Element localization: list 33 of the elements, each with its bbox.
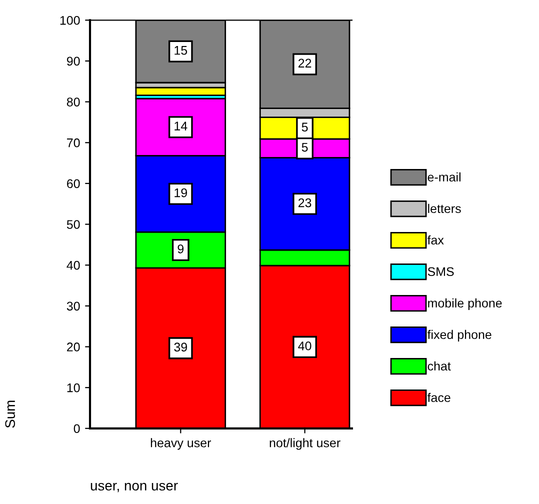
data-label: 15	[174, 46, 188, 55]
y-tick-label: 0	[74, 424, 80, 434]
legend-label: mobile phone	[428, 298, 502, 310]
legend-label: e-mail	[428, 172, 460, 182]
data-label: 9	[178, 244, 184, 254]
data-label: 40	[298, 341, 312, 350]
legend-label: SMS	[428, 267, 454, 276]
y-tick-label: 70	[67, 138, 80, 148]
data-label: 39	[174, 342, 187, 352]
legend-label: chat	[428, 361, 451, 371]
data-label: 5	[302, 122, 308, 132]
y-tick-label: 20	[67, 342, 80, 352]
y-tick-label: 90	[66, 56, 80, 66]
legend-label: face	[427, 392, 450, 402]
legend-label: fixed phone	[427, 330, 492, 342]
x-tick-label: heavy user	[150, 438, 212, 450]
y-tick-label: 40	[66, 260, 80, 270]
y-tick-label: 10	[67, 383, 80, 392]
y-axis-title: Sum	[5, 400, 16, 428]
y-tick-label: 80	[66, 98, 80, 106]
data-label: 23	[298, 198, 312, 208]
data-label: 19	[174, 188, 187, 198]
data-label: 22	[298, 58, 312, 68]
x-tick-label: not/light user	[270, 438, 340, 450]
y-tick-label: 100	[60, 16, 80, 25]
legend-label: letters	[428, 204, 461, 214]
y-tick-label: 50	[66, 220, 80, 229]
y-tick-label: 30	[66, 302, 80, 311]
data-label: 14	[174, 122, 188, 130]
data-label: 5	[302, 142, 308, 152]
x-axis-title: user, non user	[90, 482, 178, 492]
legend-label: fax	[427, 235, 444, 245]
y-tick-label: 60	[67, 179, 80, 188]
